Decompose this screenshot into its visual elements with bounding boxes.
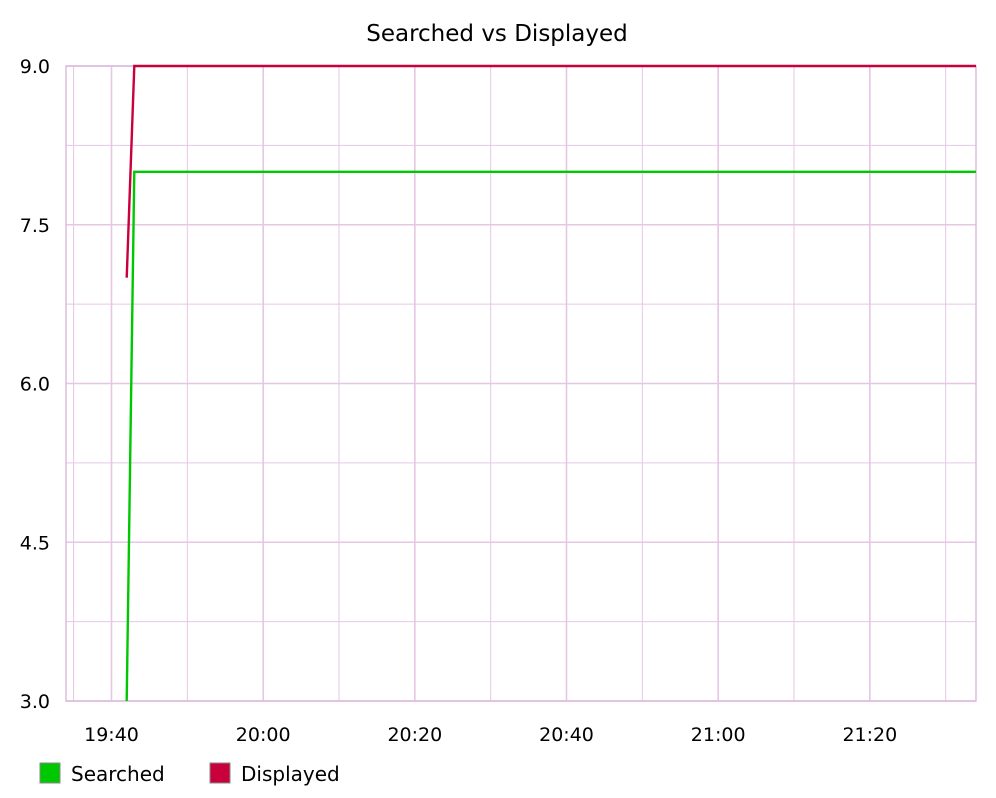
legend-label-searched: Searched <box>71 762 165 786</box>
x-tick-label: 21:20 <box>842 724 897 746</box>
series-lines <box>125 64 976 702</box>
y-tick-label: 6.0 <box>20 374 50 396</box>
axes: 3.0 4.5 6.0 7.5 9.0 19:40 20:00 20:20 20:40 21:00… <box>20 56 977 746</box>
y-tick-label: 9.0 <box>20 56 50 78</box>
y-tick-label: 7.5 <box>20 215 50 237</box>
x-tick-label: 20:00 <box>236 724 291 746</box>
legend-label-displayed: Displayed <box>241 762 340 786</box>
legend: Searched Displayed <box>39 762 340 786</box>
legend-swatch-displayed <box>209 762 231 784</box>
grid <box>66 65 976 702</box>
x-tick-label: 21:00 <box>691 724 746 746</box>
x-tick-label: 20:40 <box>539 724 594 746</box>
legend-swatch-searched <box>39 762 61 784</box>
y-tick-label: 4.5 <box>20 532 50 554</box>
series-line-displayed <box>125 64 976 278</box>
chart-title: Searched vs Displayed <box>366 21 628 47</box>
series-line-searched <box>125 170 976 702</box>
x-tick-label: 19:40 <box>84 724 139 746</box>
x-tick-label: 20:20 <box>387 724 442 746</box>
y-tick-label: 3.0 <box>20 691 50 713</box>
